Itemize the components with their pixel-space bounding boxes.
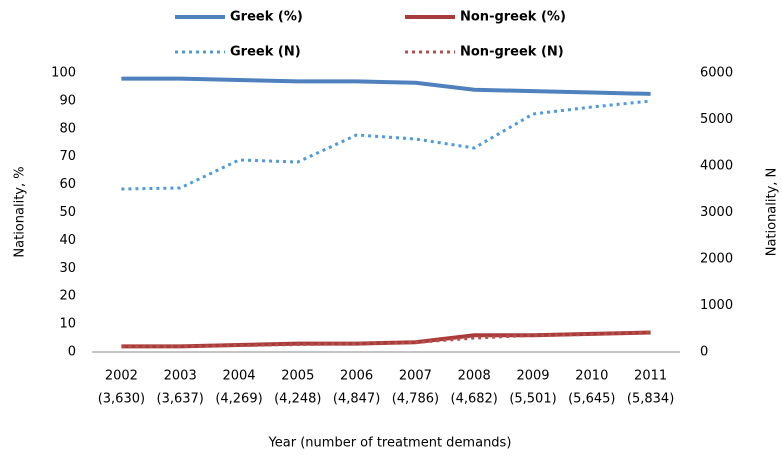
y2-tick-label: 3000 — [700, 205, 733, 220]
y-tick-label: 40 — [59, 233, 76, 248]
x-tick-label: 2006 — [340, 369, 373, 384]
x-tick-label: 2011 — [634, 369, 667, 384]
y2-tick-label: 1000 — [700, 298, 733, 313]
x-tick-sublabel: (3,637) — [157, 392, 204, 407]
y2-tick-label: 6000 — [700, 66, 733, 81]
x-tick-label: 2007 — [399, 369, 432, 384]
series-line — [121, 99, 651, 191]
x-tick-sublabel: (5,834) — [627, 392, 674, 407]
y-tick-label: 60 — [59, 177, 76, 192]
y-tick-label: 70 — [59, 149, 76, 164]
legend-label: Non-greek (N) — [460, 45, 564, 60]
x-tick-label: 2009 — [516, 369, 549, 384]
y2-tick-label: 4000 — [700, 159, 733, 174]
legend-label: Non-greek (%) — [460, 10, 566, 25]
x-tick-label: 2004 — [222, 369, 255, 384]
y-tick-label: 30 — [59, 261, 76, 276]
y2-axis-title: Nationality, N — [765, 168, 780, 257]
y-tick-label: 0 — [68, 345, 76, 360]
x-axis-title: Year (number of treatment demands) — [268, 436, 512, 451]
y-tick-label: 50 — [59, 205, 76, 220]
y2-tick-label: 0 — [700, 345, 708, 360]
x-tick-label: 2008 — [458, 369, 491, 384]
y-tick-label: 80 — [59, 121, 76, 136]
x-tick-label: 2010 — [575, 369, 608, 384]
x-tick-label: 2005 — [281, 369, 314, 384]
legend-label: Greek (%) — [230, 10, 303, 25]
x-tick-label: 2002 — [105, 369, 138, 384]
x-tick-sublabel: (5,501) — [509, 392, 556, 407]
y-tick-label: 90 — [59, 93, 76, 108]
x-tick-sublabel: (4,269) — [215, 392, 262, 407]
x-tick-sublabel: (4,248) — [274, 392, 321, 407]
y-axis-title: Nationality, % — [13, 166, 28, 257]
series-line — [121, 76, 651, 96]
series-line — [121, 330, 651, 349]
y-tick-label: 100 — [51, 66, 76, 81]
x-tick-sublabel: (4,847) — [333, 392, 380, 407]
y-tick-label: 10 — [59, 317, 76, 332]
y-tick-label: 20 — [59, 289, 76, 304]
x-tick-sublabel: (4,786) — [392, 392, 439, 407]
x-tick-sublabel: (3,630) — [98, 392, 145, 407]
x-tick-label: 2003 — [164, 369, 197, 384]
y2-tick-label: 5000 — [700, 112, 733, 127]
x-tick-sublabel: (4,682) — [451, 392, 498, 407]
y2-tick-label: 2000 — [700, 252, 733, 267]
x-tick-sublabel: (5,645) — [568, 392, 615, 407]
legend-label: Greek (N) — [230, 45, 301, 60]
